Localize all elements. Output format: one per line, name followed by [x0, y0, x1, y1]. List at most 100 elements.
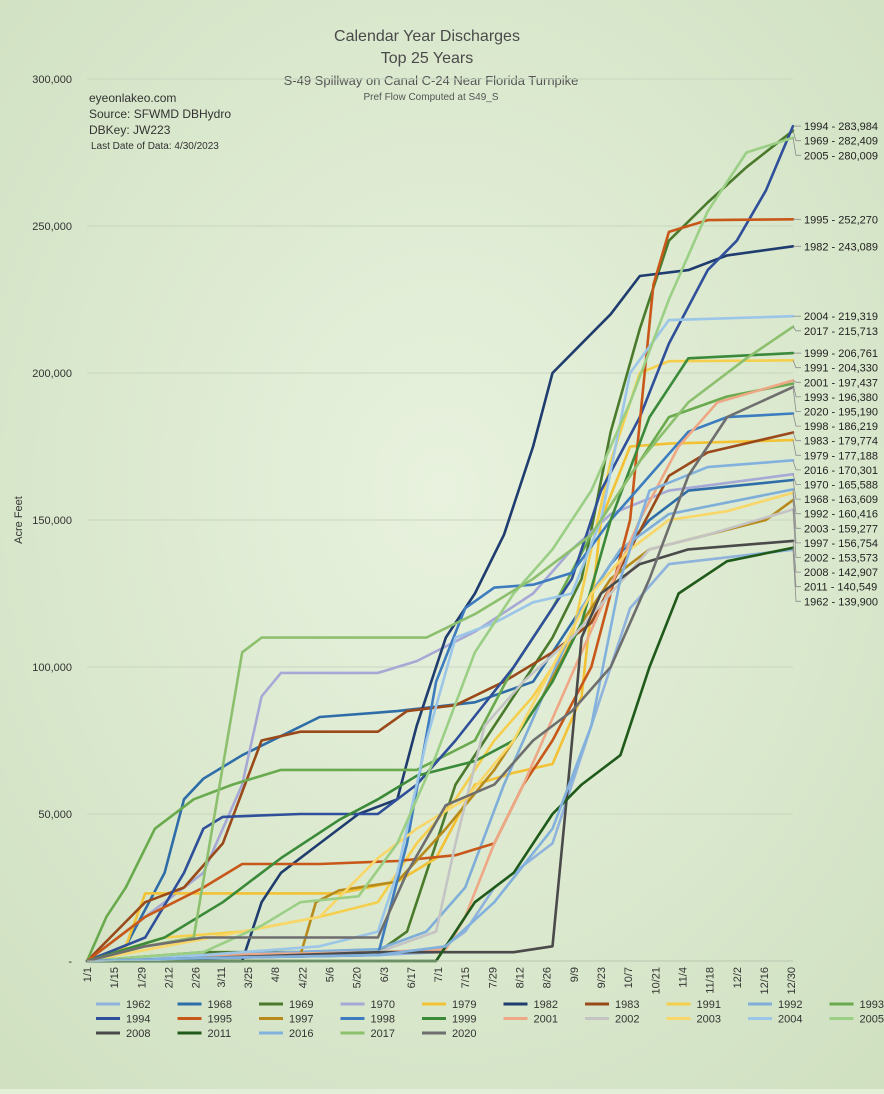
- end-label: 2003 - 159,277: [804, 523, 878, 535]
- legend-label: 2003: [697, 1014, 721, 1026]
- x-tick-label: 10/21: [650, 967, 662, 995]
- end-label: 1998 - 186,219: [804, 421, 878, 433]
- x-tick-label: 12/30: [786, 967, 798, 995]
- x-tick-label: 12/2: [732, 967, 744, 988]
- legend-item-1999: 1999: [422, 1014, 476, 1026]
- end-label-leader: [792, 413, 801, 427]
- end-label: 2017 - 215,713: [804, 326, 878, 338]
- legend-label: 1970: [371, 999, 395, 1011]
- end-label-leader: [792, 326, 801, 332]
- x-tick-label: 10/7: [623, 967, 635, 988]
- end-label: 2008 - 142,907: [804, 567, 878, 579]
- legend-label: 2017: [371, 1028, 395, 1040]
- end-label-leader: [792, 492, 801, 529]
- x-tick-label: 6/3: [379, 967, 391, 982]
- series-line-1992: [85, 488, 795, 963]
- legend-label: 2001: [534, 1014, 558, 1026]
- end-label-leader: [792, 460, 801, 471]
- y-tick-label: -: [68, 956, 72, 968]
- x-tick-label: 3/11: [216, 967, 228, 988]
- x-tick-label: 4/8: [270, 967, 282, 982]
- end-label-leader: [792, 440, 801, 456]
- x-tick-label: 3/25: [243, 967, 255, 988]
- end-label: 1983 - 179,774: [804, 436, 878, 448]
- x-tick-label: 1/1: [82, 967, 94, 982]
- end-label: 1993 - 196,380: [804, 392, 878, 404]
- legend-label: 1979: [452, 999, 476, 1011]
- end-label-leader: [792, 549, 801, 602]
- legend-label: 1992: [778, 999, 802, 1011]
- legend-item-1983: 1983: [585, 999, 639, 1011]
- series-line-1979: [85, 438, 795, 963]
- end-label: 2004 - 219,319: [804, 311, 878, 323]
- end-label: 1995 - 252,270: [804, 214, 878, 226]
- end-label: 1962 - 139,900: [804, 596, 878, 608]
- legend-label: 2008: [126, 1028, 150, 1040]
- y-tick-label: 50,000: [38, 809, 72, 821]
- legend-item-2020: 2020: [422, 1028, 476, 1040]
- end-label: 1992 - 160,416: [804, 509, 878, 521]
- legend-item-2011: 2011: [177, 1028, 231, 1040]
- info-dbkey: DBKey: JW223: [89, 123, 171, 137]
- legend-item-2004: 2004: [748, 1014, 802, 1026]
- end-label-leader: [792, 380, 801, 383]
- x-tick-label: 8/12: [515, 967, 527, 988]
- end-label: 2005 - 280,009: [804, 150, 878, 162]
- end-label: 1991 - 204,330: [804, 363, 878, 375]
- y-axis-label: Acre Feet: [13, 496, 25, 544]
- end-label: 1968 - 163,609: [804, 494, 878, 506]
- legend-label: 1991: [697, 999, 721, 1011]
- legend-label: 1993: [860, 999, 884, 1011]
- x-tick-label: 7/29: [487, 967, 499, 988]
- chart-title: Calendar Year Discharges: [334, 28, 520, 45]
- chart-subtitle: Top 25 Years: [381, 50, 474, 67]
- end-label: 1979 - 177,188: [804, 450, 878, 462]
- end-label-leader: [792, 383, 801, 398]
- legend-item-1993: 1993: [829, 999, 884, 1011]
- end-label: 1970 - 165,588: [804, 480, 878, 492]
- x-tick-label: 6/17: [406, 967, 418, 988]
- legend-item-1997: 1997: [259, 1014, 313, 1026]
- x-tick-label: 11/4: [677, 967, 689, 988]
- end-label-leader: [792, 540, 801, 573]
- end-label-leader: [792, 474, 801, 485]
- legend-item-2005: 2005: [829, 1014, 884, 1026]
- end-label: 1994 - 283,984: [804, 121, 878, 133]
- x-tick-label: 9/9: [569, 967, 581, 982]
- legend-item-1982: 1982: [503, 999, 558, 1011]
- legend-label: 1999: [452, 1014, 476, 1026]
- end-label-leader: [792, 479, 801, 500]
- y-tick-label: 300,000: [32, 74, 72, 86]
- end-label-leader: [792, 489, 801, 515]
- end-label-leader: [792, 360, 801, 369]
- legend-label: 1962: [126, 999, 150, 1011]
- series-line-2016: [85, 458, 795, 963]
- x-tick-label: 7/1: [433, 967, 445, 982]
- x-tick-label: 1/15: [109, 967, 121, 988]
- legend-item-2002: 2002: [585, 1014, 639, 1026]
- series-line-2004: [85, 314, 795, 963]
- end-label-leader: [792, 500, 801, 544]
- x-tick-label: 2/12: [163, 967, 175, 988]
- y-tick-label: 100,000: [32, 662, 72, 674]
- end-label: 2001 - 197,437: [804, 377, 878, 389]
- legend-label: 2002: [615, 1014, 639, 1026]
- legend-label: 2016: [289, 1028, 313, 1040]
- legend-item-1991: 1991: [666, 999, 721, 1011]
- legend-item-1992: 1992: [748, 999, 802, 1011]
- legend-label: 1969: [289, 999, 313, 1011]
- end-label: 2016 - 170,301: [804, 465, 878, 477]
- end-label-leader: [792, 432, 801, 442]
- legend-item-2003: 2003: [666, 1014, 721, 1026]
- legend-label: 2020: [452, 1028, 476, 1040]
- end-label: 1982 - 243,089: [804, 241, 878, 253]
- legend-item-1995: 1995: [177, 1014, 232, 1026]
- info-site: eyeonlakeo.com: [89, 91, 176, 105]
- legend-item-2001: 2001: [503, 1014, 558, 1026]
- x-tick-label: 7/15: [460, 967, 472, 988]
- end-label-layer: 1994 - 283,984 1969 - 282,409 2005 - 280,0…: [792, 121, 878, 608]
- end-label: 2002 - 153,573: [804, 553, 878, 565]
- end-label-leader: [792, 137, 801, 156]
